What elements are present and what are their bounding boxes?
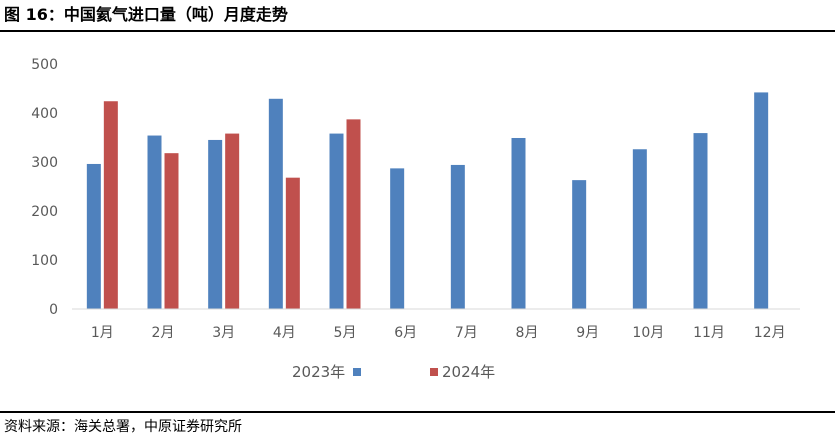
x-tick-label: 4月 [273,325,296,341]
x-tick-label: 10月 [632,325,664,341]
bottom-divider [0,411,835,413]
bar-2023年-10月 [632,149,647,309]
bar-2023年-9月 [572,180,587,309]
bar-2024年-1月 [103,101,118,309]
x-tick-label: 12月 [754,325,786,341]
y-tick-label: 200 [31,204,58,220]
bar-2024年-4月 [285,177,300,309]
y-tick-label: 500 [31,57,58,73]
chart-title: 图 16：中国氦气进口量（吨）月度走势 [4,5,288,24]
y-tick-label: 400 [31,106,58,122]
bar-2024年-3月 [225,133,240,309]
bar-2023年-4月 [268,98,283,309]
bar-2023年-1月 [86,163,101,309]
x-tick-label: 6月 [394,325,417,341]
bar-2023年-11月 [693,133,708,309]
y-tick-label: 300 [31,155,58,171]
x-tick-label: 1月 [91,325,114,341]
x-axis-ticks: 1月 2月 3月 4月 5月 6月 7月 8月 9月 10月 11月 12月 [91,325,786,341]
bar-2023年-8月 [511,137,526,309]
legend-label: 2023年 [292,363,345,381]
bar-chart: 0 100 200 300 400 500 1月 2月 3月 4月 5月 6月 7月 8月 9月 10月 11… [31,57,800,381]
legend-label: 2024年 [442,363,495,381]
x-tick-label: 5月 [334,325,357,341]
bar-2023年-2月 [147,135,162,309]
y-tick-label: 100 [31,253,58,269]
x-tick-label: 2月 [152,325,175,341]
bars [86,92,769,310]
y-tick-label: 0 [49,302,58,318]
top-divider [0,30,835,32]
bar-2024年-5月 [346,119,361,310]
x-tick-label: 9月 [576,325,599,341]
bar-2023年-6月 [390,168,405,309]
bar-2024年-2月 [164,153,179,309]
bar-2023年-3月 [208,139,223,309]
x-tick-label: 3月 [212,325,235,341]
x-tick-label: 8月 [516,325,539,341]
y-axis-ticks: 0 100 200 300 400 500 [31,57,58,318]
bar-2023年-5月 [329,133,344,309]
legend: 2023年 2024年 [292,363,495,381]
bar-2023年-7月 [450,164,465,309]
legend-swatch [353,368,361,376]
x-tick-label: 11月 [693,325,725,341]
x-tick-label: 7月 [455,325,478,341]
bar-2023年-12月 [754,92,769,309]
legend-swatch [430,368,438,376]
source-note: 资料来源：海关总署，中原证券研究所 [4,419,242,435]
